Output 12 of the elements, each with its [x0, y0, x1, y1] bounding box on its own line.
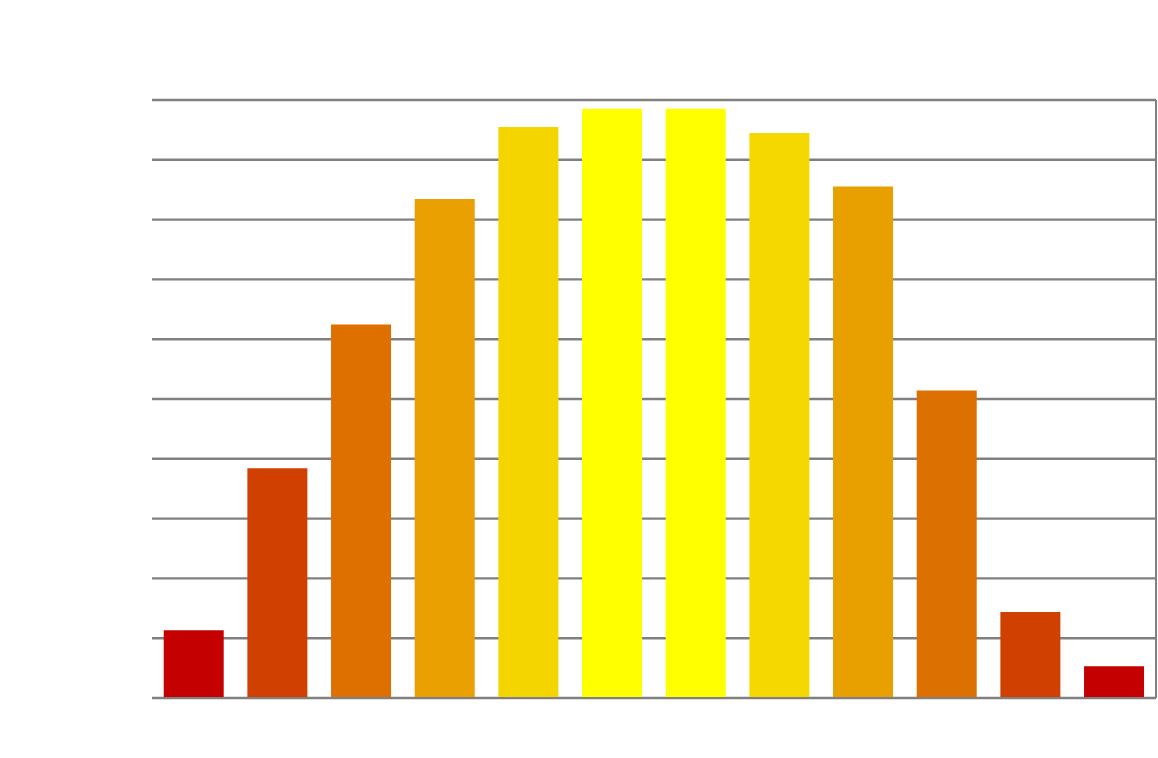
bar	[163, 630, 224, 698]
bar	[833, 186, 894, 698]
bar	[1000, 611, 1061, 698]
bar	[331, 324, 392, 698]
bar	[665, 108, 726, 698]
bar	[916, 390, 977, 698]
bar	[247, 468, 308, 698]
bar	[582, 108, 643, 698]
bar	[414, 198, 475, 698]
bar	[498, 127, 559, 698]
bar	[749, 132, 810, 698]
bar	[1084, 666, 1145, 698]
